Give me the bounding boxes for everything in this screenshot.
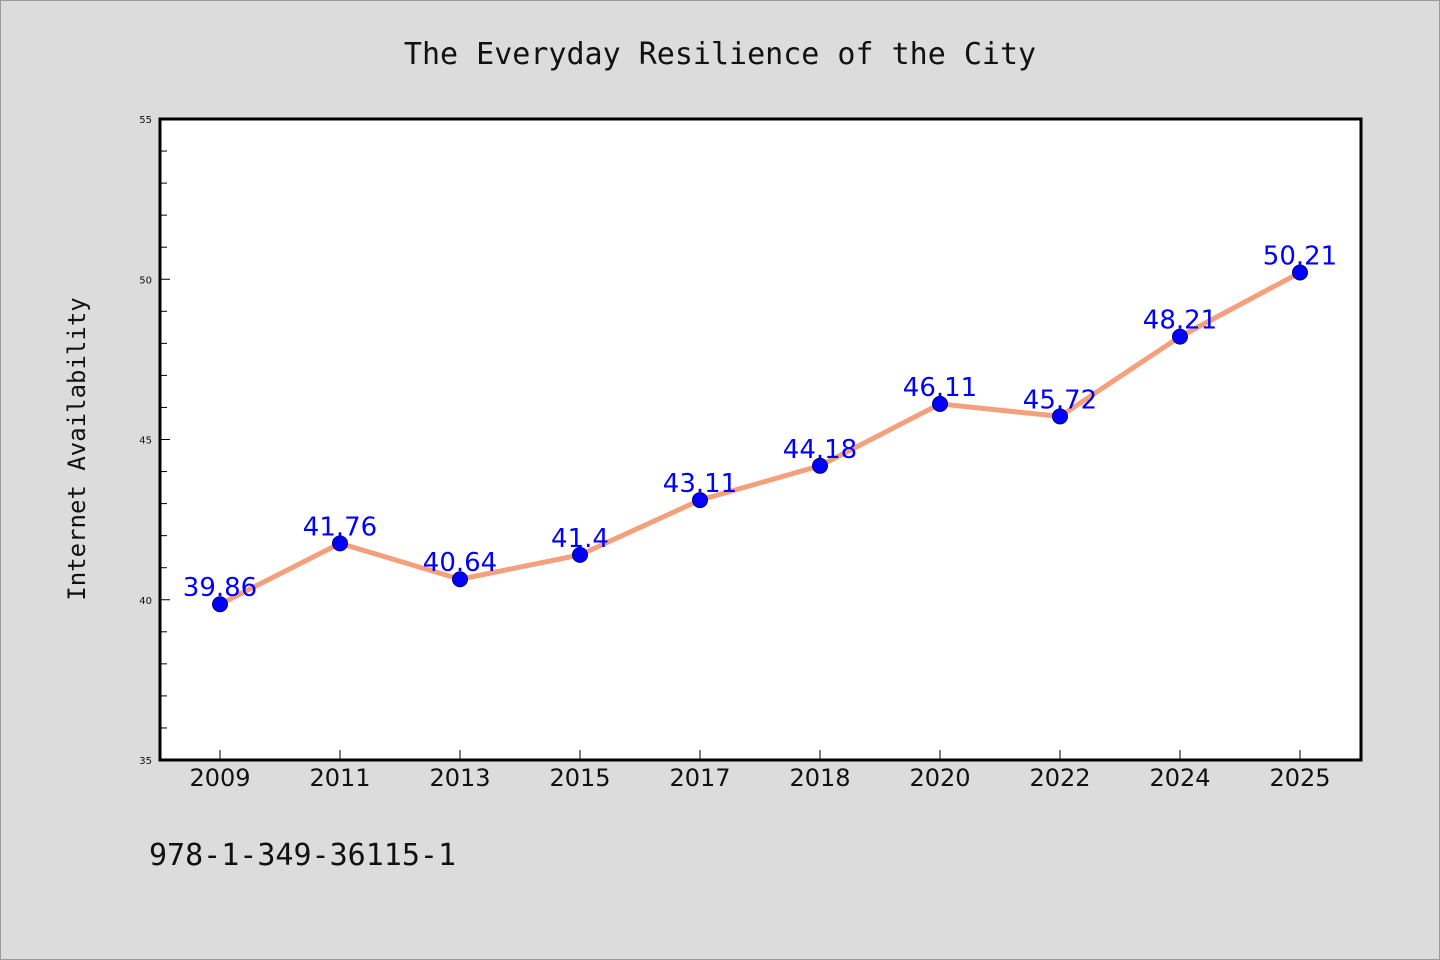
chart-title: The Everyday Resilience of the City xyxy=(404,37,1036,72)
x-tick-label: 2025 xyxy=(1269,764,1330,792)
plot-area xyxy=(158,117,1363,762)
data-label: 43.11 xyxy=(663,469,737,499)
data-point-marker xyxy=(212,596,228,613)
data-labels: 39.86 41.76 40.64 41.4 43.11 44.18 46.11 45.72 4… xyxy=(183,242,1337,604)
x-tick-label: 2018 xyxy=(789,764,850,792)
x-tick-label: 2009 xyxy=(189,764,250,792)
data-label: 40.64 xyxy=(423,548,497,578)
x-axis: 2009 2011 2013 2015 2017 2018 2020 2022 2024 2025 xyxy=(189,750,1331,792)
y-tick-label: 50 xyxy=(139,275,152,286)
isbn-text: 978-1-349-36115-1 xyxy=(149,838,456,873)
y-axis: 35 40 45 50 55 xyxy=(139,115,170,767)
data-point-marker xyxy=(1052,408,1068,425)
series-line xyxy=(218,270,1302,607)
data-label: 46.11 xyxy=(903,373,977,403)
data-label: 39.86 xyxy=(183,573,257,603)
data-point-marker xyxy=(572,546,588,563)
data-point-marker xyxy=(692,492,708,509)
data-point-marker xyxy=(1172,328,1188,345)
data-label: 44.18 xyxy=(783,435,857,465)
x-tick-label: 2011 xyxy=(309,764,370,792)
data-point-marker xyxy=(932,395,948,412)
data-point-marker xyxy=(1292,264,1308,281)
data-point-marker xyxy=(332,535,348,552)
y-axis-label: Internet Availability xyxy=(63,297,91,600)
data-point-marker xyxy=(812,457,828,474)
data-label: 50.21 xyxy=(1263,242,1337,272)
data-label: 41.76 xyxy=(303,512,377,542)
data-point-marker xyxy=(452,571,468,588)
y-tick-label: 35 xyxy=(139,756,152,767)
y-tick-label: 40 xyxy=(139,596,152,607)
data-markers xyxy=(212,264,1308,613)
x-tick-label: 2013 xyxy=(429,764,490,792)
y-tick-label: 55 xyxy=(139,115,152,126)
data-label: 45.72 xyxy=(1023,385,1097,415)
x-tick-label: 2024 xyxy=(1149,764,1210,792)
x-tick-label: 2017 xyxy=(669,764,730,792)
data-label: 48.21 xyxy=(1143,306,1217,336)
x-tick-label: 2022 xyxy=(1029,764,1090,792)
y-tick-label: 45 xyxy=(139,436,152,447)
x-tick-label: 2015 xyxy=(549,764,610,792)
data-label: 41.4 xyxy=(551,524,609,554)
x-tick-label: 2020 xyxy=(909,764,970,792)
